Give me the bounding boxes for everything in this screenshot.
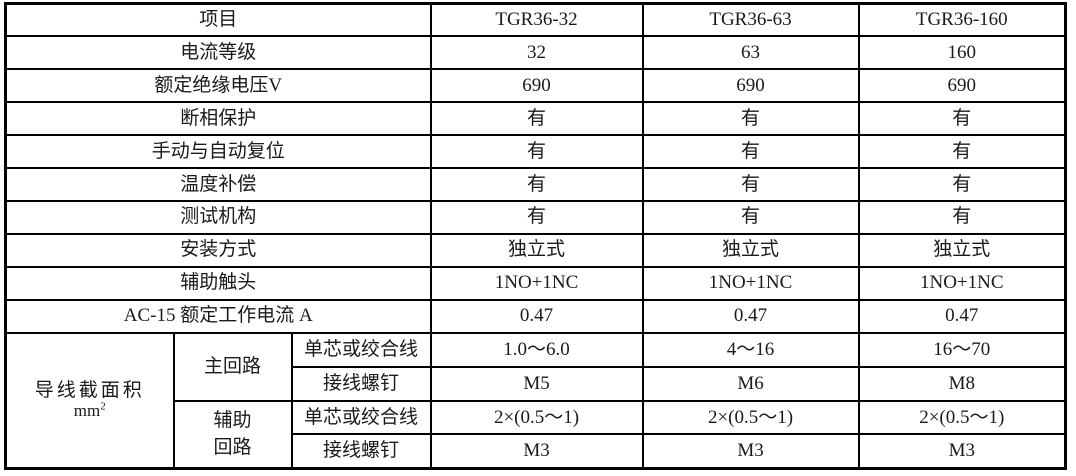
wire-row-aux-core: 辅助 回路 单芯或绞合线 2×(0.5～1) 2×(0.5～1) 2×(0.5～… [6, 399, 1067, 470]
wire-value: M3 [857, 433, 1067, 470]
row-label: AC-15 额定工作电流 A [4, 298, 432, 334]
row-value: 有 [857, 134, 1067, 170]
header-model-3: TGR36-160 [857, 2, 1067, 38]
row-value: 有 [857, 199, 1067, 235]
table-row: 电流等级 32 63 160 [4, 35, 1067, 71]
wire-value: M5 [429, 365, 644, 402]
table-row: 辅助触头 1NO+1NC 1NO+1NC 1NO+1NC [4, 265, 1067, 301]
wire-value: M3 [429, 433, 644, 470]
row-value: 63 [641, 35, 860, 71]
wire-unit-text: mm [73, 401, 101, 421]
row-value: 有 [641, 199, 860, 235]
spec-table-container: 项目 TGR36-32 TGR36-63 TGR36-160 电流等级 32 6… [4, 2, 1068, 470]
wire-row-main-core: 导线截面积 mm2 主回路 单芯或绞合线 1.0～6.0 4～16 16～70 [4, 331, 1067, 470]
wire-subgroup-main-circuit: 主回路 [172, 331, 293, 402]
row-value: 0.47 [429, 298, 644, 334]
wire-value: 1.0～6.0 [429, 331, 644, 368]
row-value: 690 [429, 68, 644, 104]
table-row: 温度补偿 有 有 有 [4, 167, 1067, 202]
row-value: 160 [857, 35, 1067, 71]
wire-row-aux-screw: 接线螺钉 M3 M3 M3 [6, 433, 1067, 470]
wire-subgroup-aux-line1: 辅助 [213, 409, 252, 431]
header-item-label: 项目 [4, 2, 432, 38]
table-row: 额定绝缘电压V 690 690 690 [4, 68, 1067, 104]
row-value: 1NO+1NC [857, 265, 1067, 301]
row-value: 有 [429, 167, 644, 202]
wire-subgroup-aux-line2: 回路 [213, 437, 252, 459]
row-label: 测试机构 [4, 199, 432, 235]
table-header-row: 项目 TGR36-32 TGR36-63 TGR36-160 [4, 2, 1067, 38]
wire-group-label-line2: mm2 [7, 401, 173, 421]
wire-group-label-line1: 导线截面积 [34, 379, 145, 401]
wire-value: 16～70 [857, 331, 1067, 368]
table-row: 测试机构 有 有 有 [4, 199, 1067, 235]
wire-item-label: 单芯或绞合线 [290, 331, 432, 368]
wire-value: 2×(0.5～1) [641, 399, 860, 436]
wire-value: 2×(0.5～1) [857, 399, 1067, 436]
wire-value: M3 [641, 433, 860, 470]
wire-item-label: 接线螺钉 [290, 365, 432, 402]
row-value: 1NO+1NC [429, 265, 644, 301]
row-value: 有 [641, 101, 860, 137]
table-row: 安装方式 独立式 独立式 独立式 [4, 232, 1067, 268]
row-label: 辅助触头 [4, 265, 432, 301]
row-value: 690 [641, 68, 860, 104]
wire-subgroup-aux-circuit: 辅助 回路 [172, 399, 293, 470]
wire-item-label: 接线螺钉 [290, 433, 432, 470]
row-value: 独立式 [641, 232, 860, 268]
row-value: 有 [429, 134, 644, 170]
row-label: 温度补偿 [4, 167, 432, 202]
wire-value: M8 [857, 365, 1067, 402]
table-row: 断相保护 有 有 有 [4, 101, 1067, 137]
wire-item-label: 单芯或绞合线 [290, 399, 432, 436]
row-value: 有 [641, 134, 860, 170]
row-value: 32 [429, 35, 644, 71]
table-row: AC-15 额定工作电流 A 0.47 0.47 0.47 [4, 298, 1067, 334]
row-value: 有 [857, 101, 1067, 137]
wire-row-main-screw: 接线螺钉 M5 M6 M8 [6, 365, 1067, 402]
row-value: 有 [429, 199, 644, 235]
row-label: 手动与自动复位 [4, 134, 432, 170]
wire-unit-superscript: 2 [100, 400, 106, 413]
wire-value: M6 [641, 365, 860, 402]
row-label: 断相保护 [4, 101, 432, 137]
row-label: 电流等级 [4, 35, 432, 71]
wire-value: 4～16 [641, 331, 860, 368]
row-value: 有 [429, 101, 644, 137]
header-model-2: TGR36-63 [641, 2, 860, 38]
row-value: 0.47 [857, 298, 1067, 334]
row-value: 1NO+1NC [641, 265, 860, 301]
row-value: 有 [641, 167, 860, 202]
row-value: 690 [857, 68, 1067, 104]
row-value: 有 [857, 167, 1067, 202]
wire-value: 2×(0.5～1) [429, 399, 644, 436]
row-label: 安装方式 [4, 232, 432, 268]
row-value: 独立式 [857, 232, 1067, 268]
header-model-1: TGR36-32 [429, 2, 644, 38]
product-specification-table: 项目 TGR36-32 TGR36-63 TGR36-160 电流等级 32 6… [4, 2, 1068, 470]
row-label: 额定绝缘电压V [4, 68, 432, 104]
row-value: 独立式 [429, 232, 644, 268]
wire-cross-section-group-label: 导线截面积 mm2 [4, 331, 175, 470]
row-value: 0.47 [641, 298, 860, 334]
table-row: 手动与自动复位 有 有 有 [4, 134, 1067, 170]
